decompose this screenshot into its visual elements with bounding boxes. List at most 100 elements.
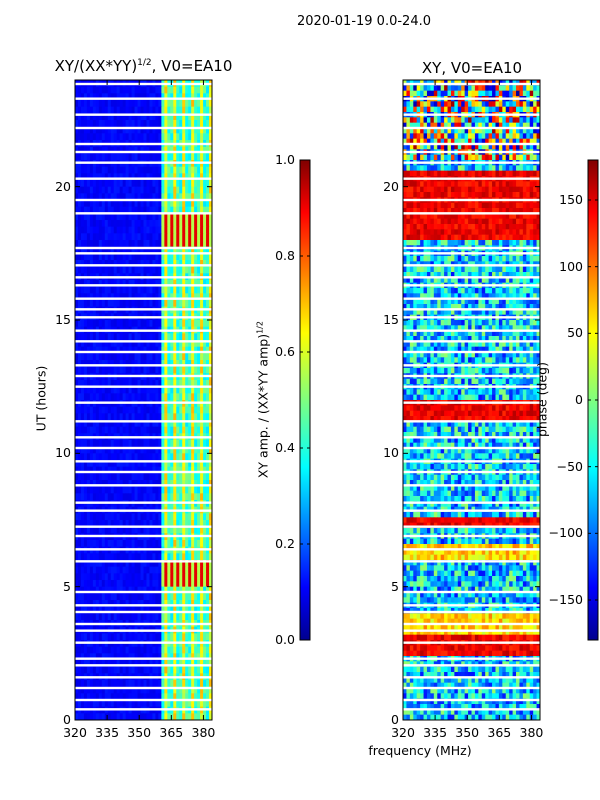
- left-heatmap-cell: [113, 360, 118, 368]
- left-heatmap-cell: [119, 200, 124, 208]
- left-heatmap-cell: [194, 406, 198, 414]
- left-heatmap-cell: [92, 266, 97, 274]
- left-heatmap-cell: [92, 520, 97, 528]
- left-heatmap-cell: [194, 246, 198, 254]
- left-heatmap-cell: [203, 633, 207, 641]
- left-heatmap-cell: [185, 580, 189, 588]
- left-heatmap-cell: [179, 153, 183, 161]
- left-heatmap-cell: [122, 226, 127, 234]
- left-heatmap-cell: [83, 240, 88, 248]
- left-heatmap-cell: [83, 206, 88, 214]
- left-heatmap-cell: [182, 320, 186, 328]
- left-heatmap-cell: [209, 220, 213, 228]
- right-heatmap-cell: [516, 85, 520, 92]
- left-heatmap-cell: [86, 573, 91, 581]
- left-heatmap-cell: [113, 100, 118, 108]
- left-heatmap-cell: [119, 526, 124, 534]
- left-heatmap-cell: [80, 586, 85, 594]
- left-heatmap-cell: [173, 486, 177, 494]
- left-heatmap-cell: [158, 200, 162, 208]
- left-heatmap-cell: [164, 526, 168, 534]
- left-heatmap-cell: [182, 573, 186, 581]
- left-heatmap-cell: [110, 266, 115, 274]
- left-heatmap-cell: [80, 453, 85, 461]
- right-heatmap-cell: [420, 138, 425, 145]
- left-heatmap-cell: [152, 133, 156, 141]
- left-heatmap-cell: [107, 680, 112, 688]
- left-heatmap-cell: [155, 340, 159, 348]
- left-heatmap-cell: [95, 360, 100, 368]
- left-heatmap-cell: [167, 220, 171, 228]
- left-heatmap-cell: [119, 280, 124, 288]
- left-heatmap-cell: [101, 180, 106, 188]
- left-heatmap-cell: [113, 393, 118, 401]
- left-heatmap-cell: [86, 480, 91, 488]
- left-heatmap-cell: [122, 466, 127, 474]
- left-heatmap-cell: [104, 566, 109, 574]
- missing-data-gap: [75, 641, 212, 644]
- left-heatmap-cell: [146, 613, 150, 621]
- left-heatmap-cell: [179, 473, 183, 481]
- left-heatmap-cell: [104, 133, 109, 141]
- left-heatmap-cell: [122, 573, 127, 581]
- left-heatmap-cell: [167, 446, 171, 454]
- left-heatmap-cell: [209, 446, 213, 454]
- left-heatmap-cell: [75, 126, 79, 134]
- left-heatmap-cell: [125, 446, 130, 454]
- left-heatmap-cell: [75, 233, 79, 241]
- right-heatmap-cell: [471, 85, 476, 92]
- left-heatmap-cell: [104, 526, 109, 534]
- left-heatmap-cell: [152, 540, 156, 548]
- left-heatmap-cell: [188, 206, 192, 214]
- left-heatmap-cell: [167, 206, 171, 214]
- left-heatmap-cell: [137, 606, 142, 614]
- left-heatmap-cell: [83, 460, 88, 468]
- left-heatmap-cell: [137, 106, 142, 114]
- left-heatmap-cell: [182, 446, 186, 454]
- left-heatmap-cell: [104, 440, 109, 448]
- left-heatmap-cell: [110, 540, 115, 548]
- left-heatmap-cell: [164, 353, 168, 361]
- right-heatmap-cell: [516, 90, 520, 97]
- left-heatmap-cell: [167, 353, 171, 361]
- left-heatmap-cell: [209, 280, 213, 288]
- left-heatmap-cell: [182, 186, 186, 194]
- left-heatmap-cell: [188, 300, 192, 308]
- left-heatmap-cell: [200, 246, 204, 254]
- left-heatmap-cell: [140, 113, 144, 121]
- left-heatmap-cell: [203, 246, 207, 254]
- left-heatmap-cell: [122, 386, 127, 394]
- left-heatmap-cell: [182, 106, 186, 114]
- left-title-suffix: , V0=EA10: [151, 57, 233, 75]
- left-heatmap-cell: [83, 486, 88, 494]
- left-heatmap-cell: [101, 213, 106, 221]
- left-heatmap-cell: [209, 613, 213, 621]
- left-heatmap-cell: [110, 653, 115, 661]
- right-heatmap-cell: [505, 122, 510, 129]
- left-heatmap-cell: [209, 260, 213, 268]
- left-heatmap-cell: [107, 606, 112, 614]
- left-heatmap-cell: [176, 320, 180, 328]
- left-heatmap-cell: [128, 633, 133, 641]
- left-heatmap-cell: [182, 193, 186, 201]
- left-heatmap-cell: [107, 113, 112, 121]
- left-heatmap-cell: [167, 253, 171, 261]
- left-heatmap-cell: [116, 180, 121, 188]
- left-heatmap-cell: [140, 213, 144, 221]
- left-heatmap-cell: [143, 520, 147, 528]
- left-heatmap-cell: [104, 653, 109, 661]
- left-heatmap-cell: [80, 180, 85, 188]
- left-heatmap-cell: [173, 180, 177, 188]
- left-heatmap-cell: [158, 113, 162, 121]
- missing-data-gap: [75, 252, 212, 255]
- left-heatmap-cell: [152, 206, 156, 214]
- left-heatmap-cell: [161, 146, 165, 154]
- left-heatmap-cell: [155, 213, 159, 221]
- left-heatmap-cell: [188, 613, 192, 621]
- left-heatmap-cell: [158, 473, 162, 481]
- left-heatmap-cell: [110, 560, 115, 568]
- left-heatmap-cell: [170, 613, 174, 621]
- left-heatmap-cell: [176, 446, 180, 454]
- left-heatmap-cell: [98, 293, 103, 301]
- left-heatmap-cell: [173, 580, 177, 588]
